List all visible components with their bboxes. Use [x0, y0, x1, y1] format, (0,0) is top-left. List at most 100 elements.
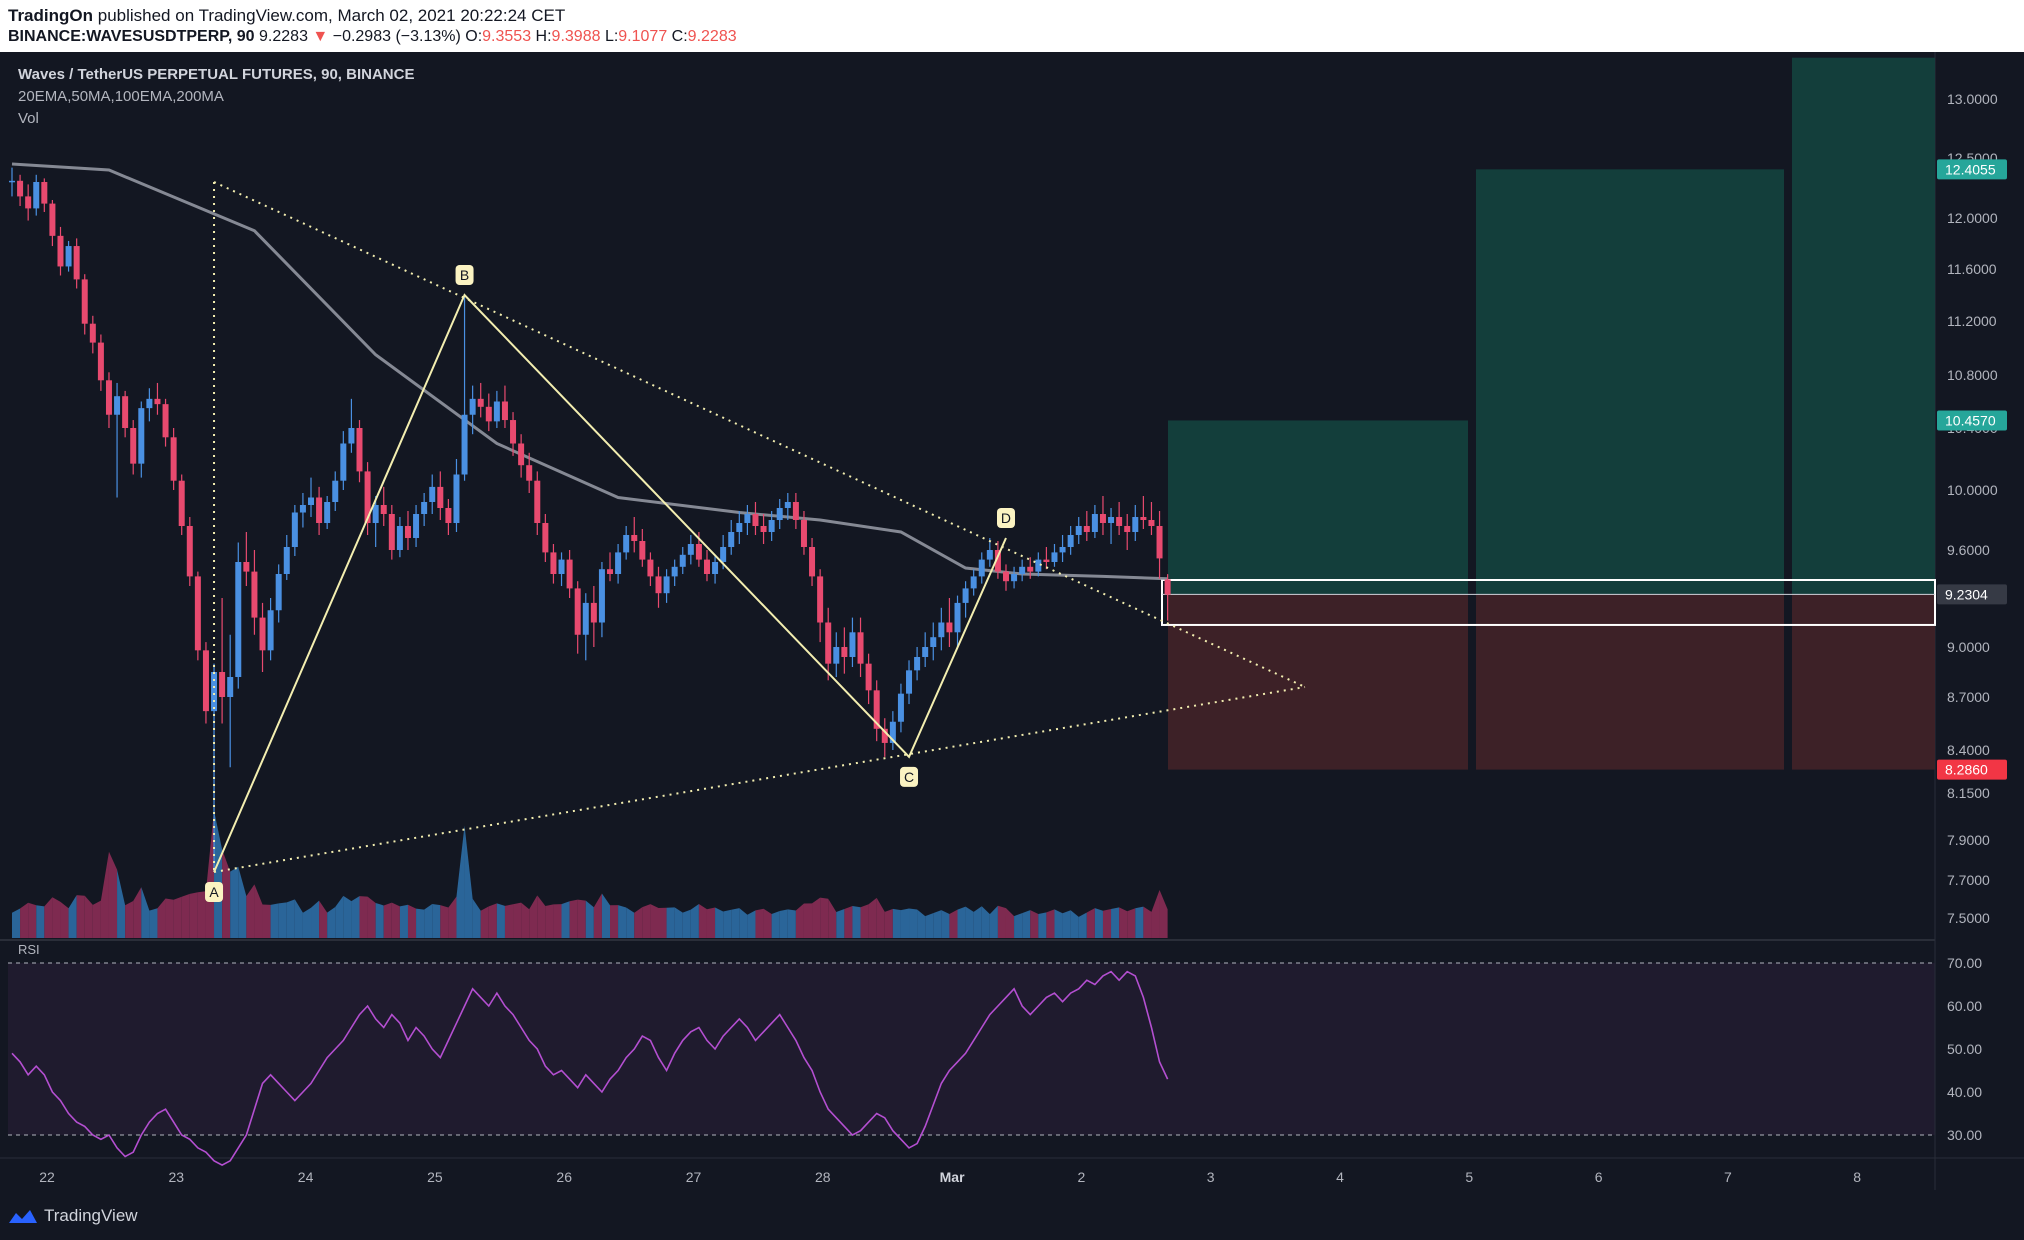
candle-body[interactable]	[1099, 514, 1106, 523]
candle-body[interactable]	[1083, 526, 1090, 532]
candle-body[interactable]	[1124, 526, 1131, 532]
candle-body[interactable]	[170, 437, 177, 481]
candle-body[interactable]	[105, 380, 112, 415]
candle-body[interactable]	[259, 617, 266, 651]
candle-body[interactable]	[776, 508, 783, 520]
candle-body[interactable]	[396, 526, 403, 550]
candle-body[interactable]	[809, 547, 816, 577]
position-loss-zone[interactable]	[1792, 594, 1935, 770]
candle-body[interactable]	[130, 428, 137, 464]
candle-body[interactable]	[752, 514, 759, 526]
candle-body[interactable]	[316, 497, 323, 524]
candle-body[interactable]	[485, 406, 492, 422]
candle-body[interactable]	[582, 602, 589, 635]
candle-body[interactable]	[251, 571, 258, 618]
candle-body[interactable]	[542, 523, 549, 553]
position-profit-zone[interactable]	[1168, 420, 1468, 595]
candle-body[interactable]	[364, 471, 371, 523]
candle-body[interactable]	[800, 520, 807, 547]
candle-body[interactable]	[590, 602, 597, 623]
candle-body[interactable]	[219, 672, 226, 697]
candle-body[interactable]	[122, 396, 129, 428]
candle-body[interactable]	[825, 622, 832, 664]
candle-body[interactable]	[962, 588, 969, 603]
candle-body[interactable]	[324, 502, 331, 523]
candle-body[interactable]	[1148, 520, 1155, 526]
brand[interactable]: TradingView	[8, 1206, 138, 1226]
candle-body[interactable]	[518, 443, 525, 466]
pattern-point-c[interactable]	[900, 766, 919, 787]
candle-body[interactable]	[308, 497, 315, 506]
candle-body[interactable]	[493, 401, 500, 422]
candle-body[interactable]	[1067, 535, 1074, 547]
candle-body[interactable]	[283, 547, 290, 574]
upper-trendline[interactable]	[213, 181, 1306, 688]
candle-body[interactable]	[17, 180, 24, 197]
candle-body[interactable]	[65, 246, 72, 267]
candle-body[interactable]	[534, 480, 541, 523]
candle-body[interactable]	[235, 562, 242, 677]
candle-body[interactable]	[558, 559, 565, 574]
pattern-point-b[interactable]	[455, 265, 474, 285]
candle-body[interactable]	[728, 532, 735, 547]
candle-body[interactable]	[922, 647, 929, 657]
candle-body[interactable]	[744, 514, 751, 523]
candle-body[interactable]	[526, 465, 533, 481]
candle-body[interactable]	[720, 547, 727, 562]
candle-body[interactable]	[227, 677, 234, 697]
candle-body[interactable]	[1019, 566, 1026, 574]
candle-body[interactable]	[33, 182, 40, 209]
candle-body[interactable]	[1132, 517, 1139, 532]
candle-body[interactable]	[1075, 526, 1082, 535]
candle-body[interactable]	[736, 523, 743, 532]
candle-body[interactable]	[1051, 552, 1058, 562]
candle-body[interactable]	[865, 663, 872, 691]
candle-body[interactable]	[574, 588, 581, 635]
candle-body[interactable]	[655, 576, 662, 594]
candle-body[interactable]	[1108, 517, 1115, 523]
candle-body[interactable]	[768, 520, 775, 532]
candle-body[interactable]	[1156, 526, 1163, 559]
candle-body[interactable]	[970, 576, 977, 589]
lower-trendline[interactable]	[213, 686, 1306, 873]
pattern-point-d[interactable]	[996, 508, 1015, 528]
candle-body[interactable]	[154, 398, 161, 405]
candle-body[interactable]	[954, 602, 961, 633]
candle-body[interactable]	[73, 246, 80, 280]
candle-body[interactable]	[566, 559, 573, 589]
candle-body[interactable]	[413, 514, 420, 538]
candle-body[interactable]	[267, 610, 274, 651]
candle-body[interactable]	[332, 480, 339, 502]
candle-body[interactable]	[275, 574, 282, 611]
candle-body[interactable]	[978, 559, 985, 577]
candle-body[interactable]	[194, 576, 201, 651]
candle-body[interactable]	[792, 502, 799, 520]
position-profit-zone[interactable]	[1476, 169, 1784, 595]
candle-body[interactable]	[639, 541, 646, 560]
candle-body[interactable]	[114, 396, 121, 415]
candle-body[interactable]	[25, 196, 32, 209]
candle-body[interactable]	[679, 554, 686, 567]
candle-body[interactable]	[938, 622, 945, 638]
candle-body[interactable]	[647, 559, 654, 577]
candle-body[interactable]	[550, 552, 557, 574]
candle-body[interactable]	[388, 514, 395, 550]
candle-body[interactable]	[881, 728, 888, 743]
entry-zone-rectangle[interactable]	[1161, 579, 1936, 626]
rsi-legend[interactable]: RSI	[18, 942, 40, 957]
indicators-legend[interactable]: 20EMA,50MA,100EMA,200MA	[18, 88, 224, 105]
candle-body[interactable]	[437, 486, 444, 508]
candle-body[interactable]	[453, 474, 460, 524]
candle-body[interactable]	[477, 398, 484, 407]
candle-body[interactable]	[429, 486, 436, 502]
candle-body[interactable]	[178, 480, 185, 526]
abcd-pattern-line[interactable]	[213, 293, 1007, 873]
author-name[interactable]: TradingOn	[8, 6, 93, 25]
candle-body[interactable]	[623, 535, 630, 553]
pattern-point-a[interactable]	[205, 882, 224, 902]
volume-legend[interactable]: Vol	[18, 110, 39, 127]
candle-body[interactable]	[162, 404, 169, 438]
candle-body[interactable]	[501, 401, 508, 421]
candle-body[interactable]	[1027, 566, 1034, 572]
candle-body[interactable]	[1035, 559, 1042, 572]
